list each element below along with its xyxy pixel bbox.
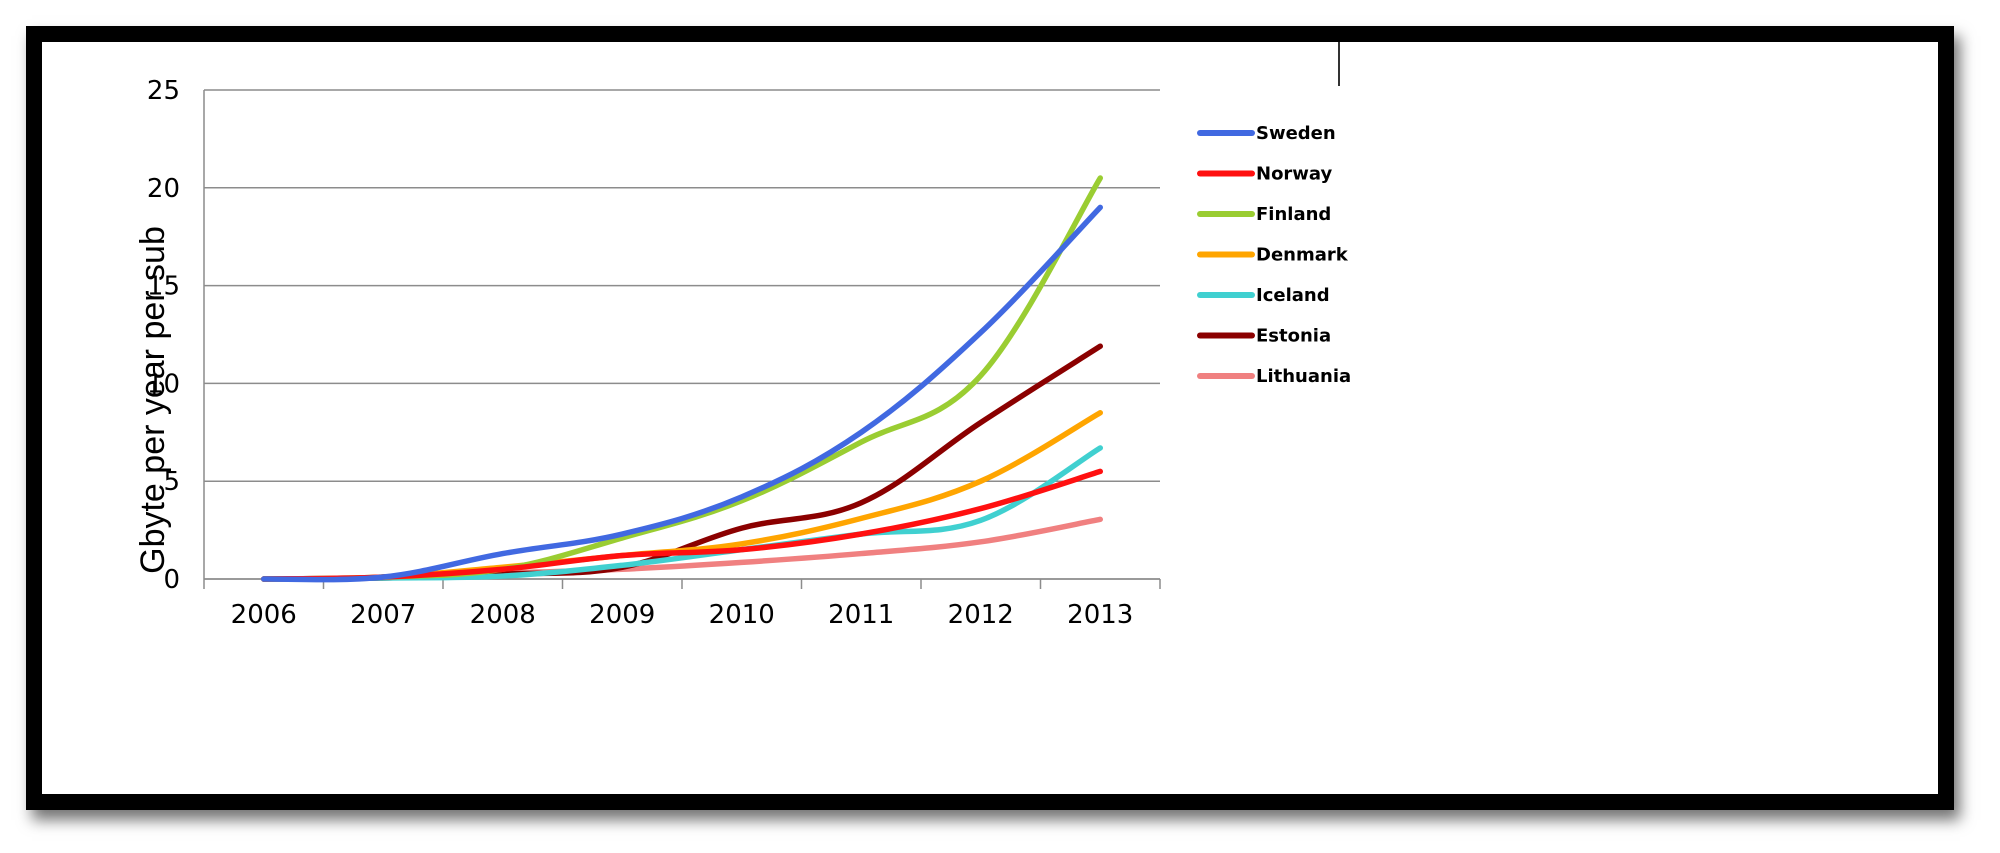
y-tick-labels: 0 5 10 15 20 25 — [147, 76, 180, 595]
legend-label-sweden: Sweden — [1256, 123, 1336, 144]
y-tick-label: 10 — [147, 369, 180, 399]
axes — [203, 90, 1161, 589]
legend: Sweden Norway Finland Denmark Iceland Estonia… — [1197, 123, 1351, 387]
series-line-sweden — [261, 204, 1103, 583]
legend-label-iceland: Iceland — [1256, 285, 1330, 306]
x-tick-label: 2008 — [470, 600, 536, 630]
x-tick-label: 2011 — [828, 600, 894, 630]
x-tick-labels: 2006 2007 2008 2009 2010 2011 2012 2013 — [231, 600, 1134, 630]
chart-frame: 2006 2007 2008 2009 2010 2011 2012 2013 0 5 10 15 2… — [26, 26, 1954, 810]
legend-label-estonia: Estonia — [1256, 326, 1331, 347]
series-lines — [261, 175, 1103, 583]
y-tick-label: 5 — [163, 467, 180, 497]
x-tick-label: 2013 — [1067, 600, 1133, 630]
legend-label-denmark: Denmark — [1256, 245, 1349, 266]
x-tick-label: 2006 — [231, 600, 297, 630]
line-chart: 2006 2007 2008 2009 2010 2011 2012 2013 0 5 10 15 2… — [134, 42, 1351, 630]
x-tick-label: 2009 — [589, 600, 655, 630]
x-tick-label: 2010 — [709, 600, 775, 630]
legend-label-lithuania: Lithuania — [1256, 366, 1351, 387]
y-axis-title: Gbyte per year per sub — [134, 226, 172, 574]
y-tick-label: 0 — [163, 565, 180, 595]
y-tick-label: 25 — [147, 76, 180, 106]
legend-label-finland: Finland — [1256, 204, 1331, 225]
x-tick-label: 2007 — [350, 600, 416, 630]
y-tick-label: 15 — [147, 272, 180, 302]
chart-panel: 2006 2007 2008 2009 2010 2011 2012 2013 0 5 10 15 2… — [42, 42, 1938, 794]
legend-label-norway: Norway — [1256, 164, 1333, 185]
x-tick-label: 2012 — [948, 600, 1014, 630]
y-tick-label: 20 — [147, 174, 180, 204]
series-line-iceland — [261, 445, 1103, 582]
